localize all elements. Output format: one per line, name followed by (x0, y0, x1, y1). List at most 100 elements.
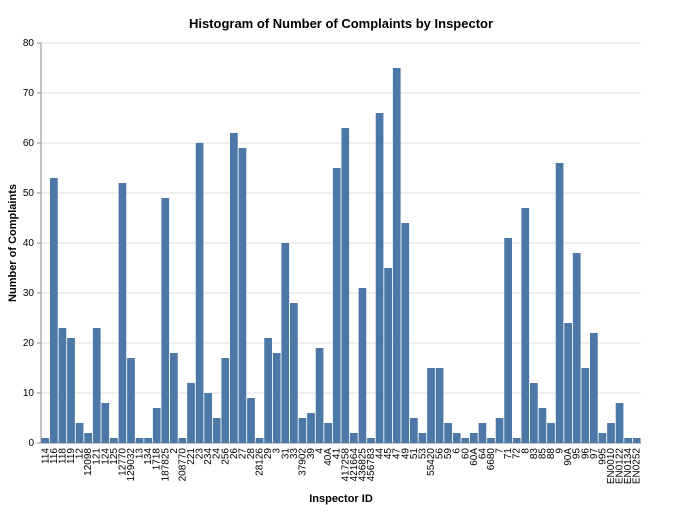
x-tick-label: 44 (375, 448, 386, 460)
x-tick-label: 85 (537, 448, 548, 460)
x-tick-label: 24 (212, 448, 223, 460)
x-tick-label: 71 (503, 448, 514, 460)
x-tick-label: 90A (563, 448, 574, 466)
bar (590, 333, 598, 443)
bar (58, 328, 67, 443)
bar (521, 208, 530, 443)
x-tick-label: 121 (92, 448, 103, 465)
x-tick-label: 125 (109, 448, 120, 465)
bar (530, 383, 538, 443)
x-tick-label: 12 (75, 448, 86, 460)
bar (101, 403, 110, 443)
y-tick-label: 40 (23, 238, 35, 249)
bar (615, 403, 624, 443)
bar (512, 438, 521, 443)
bar (127, 358, 135, 443)
x-tick-label: 53 (417, 448, 428, 460)
bar (315, 348, 324, 443)
bar (332, 168, 341, 443)
x-tick-label: 95 (572, 448, 583, 460)
x-tick-label: 83 (529, 448, 540, 460)
y-tick-label: 10 (23, 388, 35, 399)
x-tick-label: 49 (400, 448, 411, 460)
bar (598, 433, 607, 443)
x-tick-label: 60 (460, 448, 471, 460)
bar (264, 338, 272, 443)
bar (607, 423, 615, 443)
y-tick-label: 80 (23, 38, 35, 49)
x-tick-label: 1718 (152, 448, 163, 471)
x-tick-label: 97 (589, 448, 600, 460)
x-tick-label: 456783 (366, 448, 377, 482)
bar (212, 418, 221, 443)
bar (144, 438, 152, 443)
x-tick-label: 187825 (160, 448, 171, 482)
x-tick-label: 40A (323, 448, 334, 466)
x-tick-label: 129032 (126, 448, 137, 482)
bar (564, 323, 572, 443)
bar (444, 423, 452, 443)
bar (538, 408, 547, 443)
x-tick-label: 28 (246, 448, 257, 460)
x-tick-label: 234 (203, 448, 214, 465)
bar (221, 358, 230, 443)
bar (384, 268, 392, 443)
bar (84, 433, 92, 443)
bar (495, 418, 504, 443)
x-tick-label: 96 (580, 448, 591, 460)
bar (341, 128, 350, 443)
x-tick-label: 51 (409, 448, 420, 460)
x-tick-label: 256 (220, 448, 231, 465)
x-tick-label: EN0252 (632, 448, 643, 485)
bar (392, 68, 401, 443)
x-tick-label: 45 (383, 448, 394, 460)
x-tick-label: 60A (469, 448, 480, 466)
bar (504, 238, 512, 443)
bar (230, 133, 238, 443)
y-tick-label: 70 (23, 88, 35, 99)
x-tick-label: 31 (280, 448, 291, 460)
x-tick-label: 41 (332, 448, 343, 460)
bar (427, 368, 435, 443)
bar (358, 288, 367, 443)
bar (110, 438, 118, 443)
x-tick-label: 26 (229, 448, 240, 460)
x-tick-label: 221 (186, 448, 197, 465)
bar (187, 383, 195, 443)
x-tick-label: 995 (597, 448, 608, 465)
x-tick-label: 9 (555, 448, 566, 454)
x-tick-label: 55420 (426, 448, 437, 476)
bar (135, 438, 144, 443)
x-tick-label: 436825 (357, 448, 368, 482)
y-tick-label: 20 (23, 338, 35, 349)
y-tick-label: 30 (23, 288, 35, 299)
bar (572, 253, 581, 443)
x-tick-label: 118 (57, 448, 68, 464)
bar (247, 398, 255, 443)
bar (161, 198, 170, 443)
bar (547, 423, 555, 443)
bar (255, 438, 264, 443)
x-tick-label: 12770 (117, 448, 128, 476)
bar (452, 433, 461, 443)
x-tick-label: 3 (272, 448, 283, 454)
x-tick-label: 4 (315, 448, 326, 454)
y-tick-label: 0 (28, 438, 34, 449)
x-tick-label: 47 (392, 448, 403, 460)
bar (307, 413, 315, 443)
bar (581, 368, 590, 443)
x-tick-label: 29 (263, 448, 274, 460)
x-tick-label: 208770 (177, 448, 188, 482)
x-tick-label: 114 (40, 448, 51, 464)
y-tick-label: 50 (23, 188, 35, 199)
x-tick-label: 39 (306, 448, 317, 460)
bar (324, 423, 332, 443)
x-tick-label: 119 (66, 448, 77, 464)
x-tick-label: EN0122 (615, 448, 626, 485)
bar (41, 438, 50, 443)
bar (375, 113, 384, 443)
bar (555, 163, 564, 443)
bar (624, 438, 632, 443)
x-tick-label: EN0010 (606, 448, 617, 485)
